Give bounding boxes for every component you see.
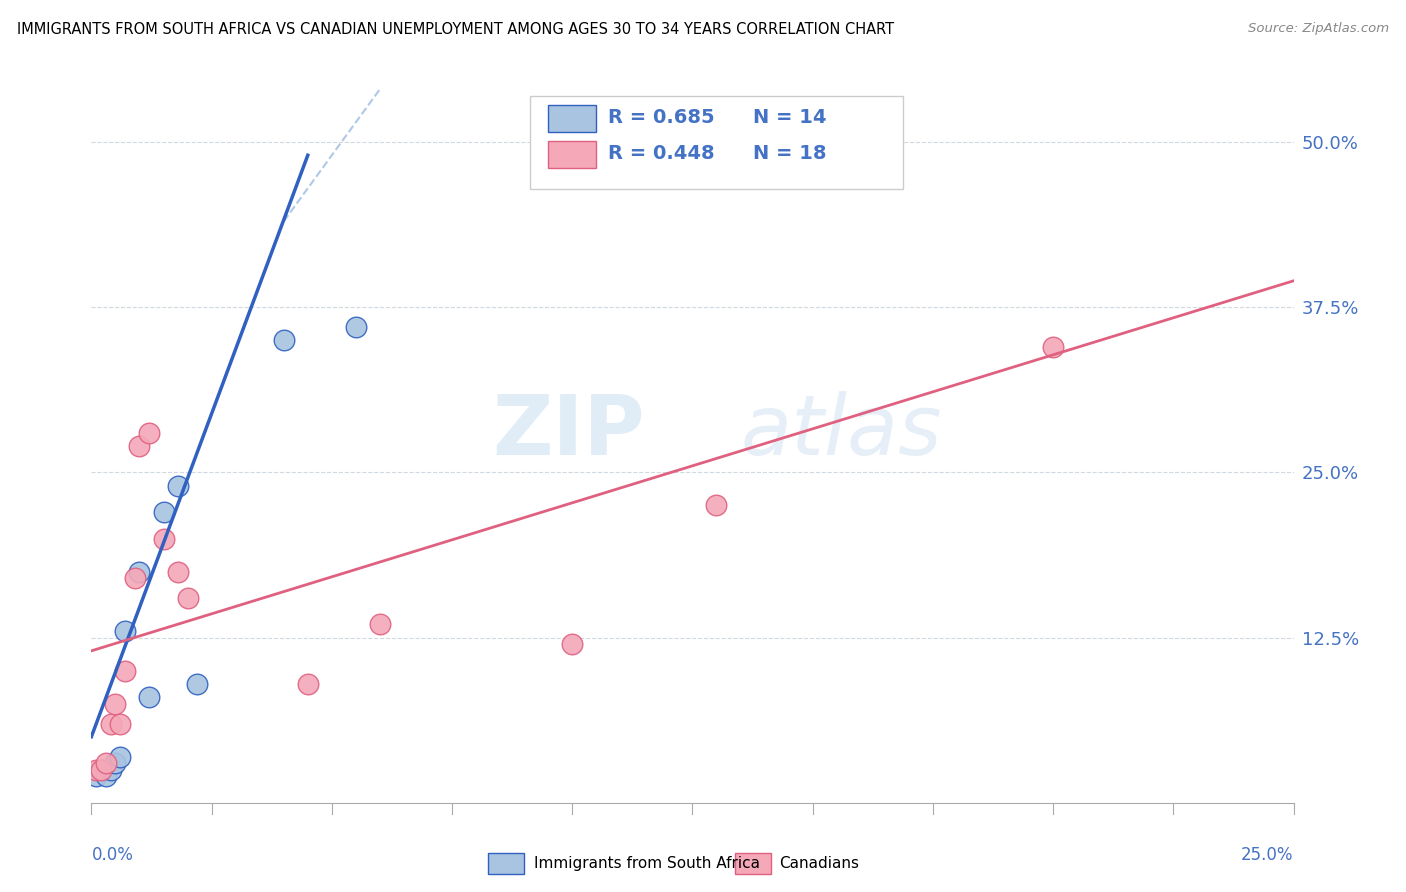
FancyBboxPatch shape bbox=[488, 853, 524, 874]
Point bbox=[124, 571, 146, 585]
Point bbox=[1042, 340, 1064, 354]
Point bbox=[84, 769, 107, 783]
Point bbox=[706, 499, 728, 513]
Point bbox=[561, 637, 583, 651]
Text: IMMIGRANTS FROM SOUTH AFRICA VS CANADIAN UNEMPLOYMENT AMONG AGES 30 TO 34 YEARS : IMMIGRANTS FROM SOUTH AFRICA VS CANADIAN… bbox=[17, 22, 894, 37]
Point bbox=[100, 763, 122, 777]
Point bbox=[84, 763, 107, 777]
Text: 0.0%: 0.0% bbox=[91, 846, 134, 863]
Text: R = 0.685: R = 0.685 bbox=[609, 108, 714, 128]
Point bbox=[100, 716, 122, 731]
Point bbox=[94, 756, 117, 771]
Point bbox=[368, 617, 391, 632]
Point bbox=[273, 333, 295, 347]
Point bbox=[114, 664, 136, 678]
Text: atlas: atlas bbox=[741, 392, 942, 472]
Point bbox=[110, 749, 132, 764]
Point bbox=[138, 425, 160, 440]
Point bbox=[176, 591, 198, 605]
Point bbox=[138, 690, 160, 704]
Text: Source: ZipAtlas.com: Source: ZipAtlas.com bbox=[1249, 22, 1389, 36]
Point bbox=[104, 697, 127, 711]
Point bbox=[104, 756, 127, 771]
FancyBboxPatch shape bbox=[548, 105, 596, 132]
Point bbox=[297, 677, 319, 691]
FancyBboxPatch shape bbox=[548, 141, 596, 168]
FancyBboxPatch shape bbox=[734, 853, 770, 874]
Point bbox=[186, 677, 208, 691]
Point bbox=[90, 763, 112, 777]
Text: 25.0%: 25.0% bbox=[1241, 846, 1294, 863]
Text: ZIP: ZIP bbox=[492, 392, 644, 472]
Point bbox=[167, 565, 190, 579]
Text: Immigrants from South Africa: Immigrants from South Africa bbox=[534, 856, 759, 871]
Point bbox=[344, 320, 367, 334]
Point bbox=[110, 716, 132, 731]
Text: Canadians: Canadians bbox=[779, 856, 859, 871]
Point bbox=[167, 478, 190, 492]
Text: N = 18: N = 18 bbox=[752, 144, 827, 163]
Text: N = 14: N = 14 bbox=[752, 108, 827, 128]
Point bbox=[152, 532, 174, 546]
Point bbox=[152, 505, 174, 519]
Point bbox=[128, 565, 150, 579]
Point bbox=[128, 439, 150, 453]
FancyBboxPatch shape bbox=[530, 96, 903, 189]
Text: R = 0.448: R = 0.448 bbox=[609, 144, 714, 163]
Point bbox=[94, 769, 117, 783]
Point bbox=[114, 624, 136, 638]
Point bbox=[90, 763, 112, 777]
